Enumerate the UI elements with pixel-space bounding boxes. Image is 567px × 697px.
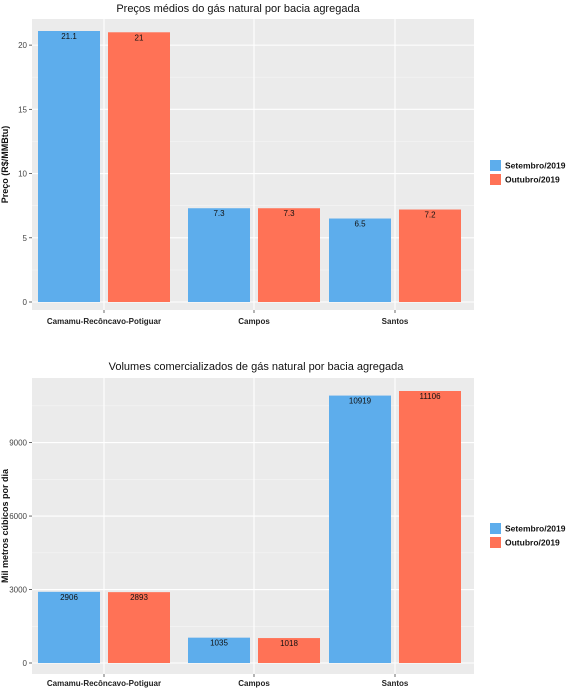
bar	[258, 208, 320, 302]
y-tick-label: 3000	[9, 586, 27, 595]
y-tick-label: 15	[18, 105, 27, 114]
y-tick-label: 0	[23, 659, 28, 668]
y-tick-label: 5	[23, 234, 28, 243]
volume-chart: Volumes comercializados de gás natural p…	[0, 361, 566, 688]
price-chart: Preços médios do gás natural por bacia a…	[0, 3, 566, 326]
bar	[38, 591, 100, 663]
data-label: 2893	[130, 593, 148, 602]
y-tick-label: 9000	[9, 439, 27, 448]
data-label: 21	[135, 33, 144, 42]
y-tick-label: 6000	[9, 512, 27, 521]
legend-swatch	[490, 174, 501, 185]
data-label: 21.1	[61, 32, 77, 41]
bar	[258, 638, 320, 663]
x-tick-label: Camamu-Recôncavo-Potiguar	[47, 679, 161, 688]
legend-label: Setembro/2019	[505, 161, 566, 171]
bar	[108, 592, 170, 663]
legend-label: Setembro/2019	[505, 524, 566, 534]
bar	[399, 209, 461, 302]
legend-swatch	[490, 537, 501, 548]
x-tick-label: Santos	[382, 679, 409, 688]
bar	[399, 391, 461, 663]
x-tick-label: Santos	[382, 317, 409, 326]
y-axis-label: Mil metros cúbicos por dia	[0, 468, 10, 583]
data-label: 1018	[280, 639, 298, 648]
chart-title: Volumes comercializados de gás natural p…	[109, 361, 405, 373]
y-tick-label: 10	[18, 170, 27, 179]
y-tick-label: 0	[23, 298, 28, 307]
data-label: 7.3	[283, 209, 295, 218]
data-label: 10919	[349, 397, 372, 406]
legend-label: Outubro/2019	[505, 175, 560, 185]
data-label: 7.2	[424, 211, 436, 220]
x-tick-label: Campos	[238, 317, 270, 326]
data-label: 6.5	[354, 220, 366, 229]
legend-swatch	[490, 160, 501, 171]
data-label: 1035	[210, 639, 228, 648]
bar	[38, 31, 100, 302]
legend-swatch	[490, 523, 501, 534]
bar	[188, 637, 250, 663]
data-label: 11106	[419, 392, 441, 401]
data-label: 2906	[60, 593, 78, 602]
bar	[329, 395, 391, 663]
x-tick-label: Camamu-Recôncavo-Potiguar	[47, 317, 161, 326]
legend-label: Outubro/2019	[505, 538, 560, 548]
data-label: 7.3	[213, 209, 225, 218]
x-tick-label: Campos	[238, 679, 270, 688]
bar	[108, 32, 170, 302]
bar	[329, 218, 391, 302]
bar	[188, 208, 250, 302]
y-axis-label: Preço (R$/MMBtu)	[0, 126, 10, 204]
chart-title: Preços médios do gás natural por bacia a…	[116, 3, 360, 15]
y-tick-label: 20	[18, 41, 27, 50]
